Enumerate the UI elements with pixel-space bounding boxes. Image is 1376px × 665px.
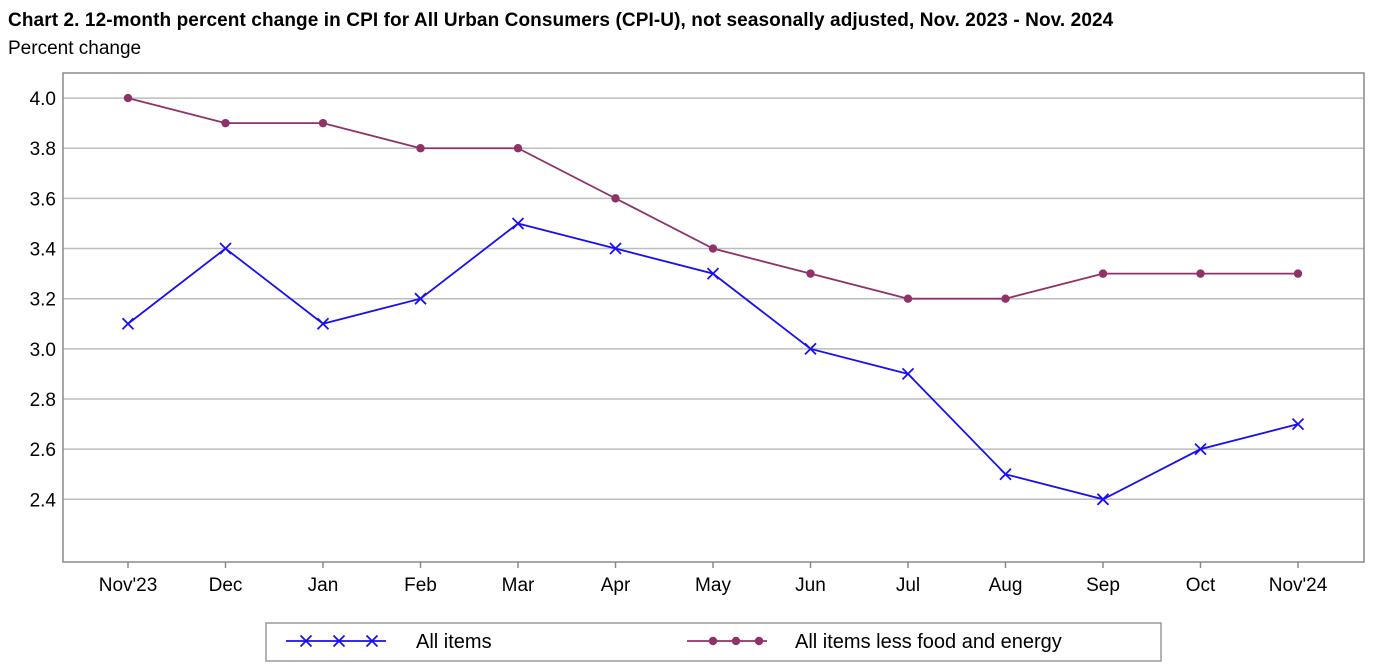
y-tick-label: 3.2 bbox=[30, 290, 56, 311]
x-tick-label: Apr bbox=[601, 575, 631, 596]
x-tick-label: Oct bbox=[1186, 575, 1216, 596]
data-point bbox=[1194, 443, 1207, 456]
x-axis-ticks: Nov'23 Dec Jan Feb Mar Apr May Jun Jul Aug Sep Oct N… bbox=[99, 562, 1328, 596]
data-point bbox=[511, 217, 525, 230]
data-point bbox=[708, 244, 718, 253]
legend-marker bbox=[299, 634, 313, 648]
legend-marker bbox=[332, 634, 346, 648]
x-tick-label: Jul bbox=[896, 575, 920, 596]
data-point bbox=[123, 93, 133, 103]
y-tick-label: 2.8 bbox=[30, 390, 56, 411]
legend-marker bbox=[754, 636, 764, 646]
data-point bbox=[513, 144, 523, 153]
series-line bbox=[127, 222, 1299, 501]
x-tick-label: Mar bbox=[502, 575, 535, 596]
y-tick-label: 4.0 bbox=[30, 89, 56, 110]
data-point bbox=[1291, 417, 1305, 431]
chart-subtitle: Percent change bbox=[8, 38, 142, 59]
x-tick-label: Feb bbox=[404, 575, 437, 596]
x-tick-label: Nov'24 bbox=[1269, 575, 1328, 596]
x-tick-label: Nov'23 bbox=[99, 575, 158, 596]
legend-marker bbox=[731, 636, 741, 646]
data-point bbox=[316, 317, 330, 330]
y-tick-label: 3.8 bbox=[30, 139, 56, 160]
data-point bbox=[806, 269, 815, 278]
data-point bbox=[999, 468, 1012, 481]
data-point bbox=[121, 317, 135, 330]
data-point bbox=[219, 242, 232, 255]
grid-lines bbox=[63, 97, 1364, 501]
legend: All items All items less food and energy bbox=[265, 622, 1162, 662]
data-point bbox=[1001, 294, 1010, 303]
data-point bbox=[804, 342, 817, 355]
x-tick-label: Jun bbox=[795, 575, 826, 596]
x-tick-label: Aug bbox=[989, 575, 1023, 596]
x-tick-label: Jan bbox=[308, 575, 339, 596]
x-tick-label: May bbox=[695, 575, 731, 596]
y-tick-label: 3.0 bbox=[30, 340, 56, 361]
x-tick-label: Sep bbox=[1086, 575, 1120, 596]
chart-title: Chart 2. 12-month percent change in CPI … bbox=[8, 10, 1114, 31]
data-point bbox=[1098, 269, 1108, 278]
data-point bbox=[416, 144, 425, 153]
y-tick-label: 2.6 bbox=[30, 440, 56, 461]
legend-marker bbox=[365, 634, 379, 648]
x-tick-label: Dec bbox=[209, 575, 243, 596]
data-point bbox=[318, 118, 328, 128]
data-point bbox=[609, 242, 622, 255]
legend-marker bbox=[708, 636, 718, 646]
data-point bbox=[903, 294, 913, 303]
data-point bbox=[901, 367, 915, 381]
data-point bbox=[1096, 493, 1110, 506]
y-tick-label: 3.6 bbox=[30, 189, 56, 210]
legend-label: All items bbox=[416, 631, 492, 653]
y-tick-label: 2.4 bbox=[30, 490, 57, 511]
data-point bbox=[221, 118, 230, 128]
data-point bbox=[611, 194, 620, 203]
data-point bbox=[1293, 269, 1303, 278]
data-point bbox=[414, 292, 427, 305]
legend-label: All items less food and energy bbox=[795, 631, 1062, 653]
y-tick-label: 3.4 bbox=[30, 240, 57, 261]
data-point bbox=[1196, 269, 1205, 278]
y-axis-ticks: 4.0 3.8 3.6 3.4 3.2 3.0 2.8 2.6 2.4 bbox=[30, 89, 57, 511]
series-lines bbox=[121, 93, 1305, 506]
data-point bbox=[706, 267, 720, 280]
plot-area bbox=[62, 72, 1365, 563]
